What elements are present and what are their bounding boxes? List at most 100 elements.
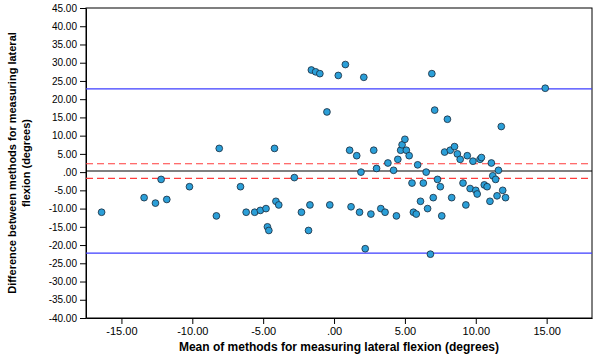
point bbox=[348, 203, 355, 210]
point bbox=[243, 209, 250, 216]
y-tick-label: 45.00 bbox=[52, 3, 77, 14]
point bbox=[438, 212, 445, 219]
point bbox=[152, 200, 159, 207]
x-tick-mark bbox=[405, 318, 406, 324]
y-axis: -40.00-35.00-30.00-25.00-20.00-15.00-10.… bbox=[49, 3, 87, 324]
point bbox=[346, 147, 353, 154]
point bbox=[316, 70, 323, 77]
point bbox=[428, 70, 435, 77]
x-tick-mark bbox=[263, 318, 264, 324]
point bbox=[326, 202, 333, 209]
point bbox=[487, 198, 494, 205]
x-tick: -10.00 bbox=[177, 318, 208, 337]
y-tick: 10.00 bbox=[52, 130, 86, 141]
point bbox=[437, 183, 444, 190]
y-tick-mark bbox=[80, 154, 86, 155]
point bbox=[484, 183, 491, 190]
x-tick-label: -10.00 bbox=[177, 325, 208, 337]
y-tick: 5.00 bbox=[58, 149, 86, 160]
y-tick-label: 15.00 bbox=[52, 112, 77, 123]
point bbox=[360, 74, 367, 81]
y-tick: 40.00 bbox=[52, 21, 86, 32]
point bbox=[216, 145, 223, 152]
point bbox=[457, 156, 464, 163]
x-tick-label: 10.00 bbox=[463, 325, 491, 337]
y-tick: .00 bbox=[63, 167, 86, 178]
data-area bbox=[86, 61, 592, 257]
y-tick-mark bbox=[80, 172, 86, 173]
y-tick-mark bbox=[80, 245, 86, 246]
plot-frame bbox=[86, 8, 592, 318]
y-tick-label: 5.00 bbox=[58, 149, 78, 160]
point bbox=[237, 183, 244, 190]
y-tick: -5.00 bbox=[54, 185, 86, 196]
y-tick-mark bbox=[80, 136, 86, 137]
y-tick-label: .00 bbox=[63, 167, 77, 178]
point bbox=[444, 116, 451, 123]
reference-line bbox=[86, 170, 592, 171]
y-axis-title-line: flexion (degrees) bbox=[20, 119, 32, 207]
x-tick-mark bbox=[121, 318, 122, 324]
y-tick-label: -20.00 bbox=[49, 240, 78, 251]
point bbox=[430, 194, 437, 201]
y-tick-label: -5.00 bbox=[54, 185, 77, 196]
point bbox=[460, 180, 467, 187]
point bbox=[409, 180, 416, 187]
y-tick-mark bbox=[80, 190, 86, 191]
point bbox=[414, 161, 421, 168]
x-tick-mark bbox=[547, 318, 548, 324]
point bbox=[393, 212, 400, 219]
x-tick-mark bbox=[192, 318, 193, 324]
x-axis-line bbox=[87, 318, 593, 319]
x-tick: 15.00 bbox=[533, 318, 561, 337]
x-axis-title: Mean of methods for measuring lateral fl… bbox=[179, 340, 499, 354]
y-tick-mark bbox=[80, 117, 86, 118]
y-tick-label: 10.00 bbox=[52, 130, 77, 141]
y-tick-label: 30.00 bbox=[52, 57, 77, 68]
point bbox=[324, 109, 331, 116]
point bbox=[291, 174, 298, 181]
x-tick: -5.00 bbox=[251, 318, 276, 337]
y-tick: -25.00 bbox=[49, 258, 86, 269]
point bbox=[385, 160, 392, 167]
point bbox=[356, 209, 363, 216]
y-tick: -10.00 bbox=[49, 203, 86, 214]
point bbox=[499, 187, 506, 194]
y-tick-mark bbox=[80, 8, 86, 9]
y-tick-label: 35.00 bbox=[52, 39, 77, 50]
point bbox=[298, 209, 305, 216]
y-tick-label: 25.00 bbox=[52, 76, 77, 87]
point bbox=[368, 211, 375, 218]
point bbox=[390, 167, 397, 174]
reference-line bbox=[86, 88, 592, 89]
point bbox=[335, 72, 342, 79]
y-tick-label: 20.00 bbox=[52, 94, 77, 105]
point bbox=[382, 209, 389, 216]
point bbox=[265, 227, 272, 234]
y-tick-label: -30.00 bbox=[49, 276, 78, 287]
y-tick-mark bbox=[80, 300, 86, 301]
reference-line bbox=[86, 252, 592, 253]
point bbox=[394, 156, 401, 163]
point bbox=[158, 176, 165, 183]
y-tick: -35.00 bbox=[49, 294, 86, 305]
point bbox=[417, 198, 424, 205]
point bbox=[370, 147, 377, 154]
x-tick-label: .00 bbox=[327, 325, 342, 337]
point bbox=[492, 176, 499, 183]
point bbox=[427, 251, 434, 258]
point bbox=[494, 192, 501, 199]
y-tick: 25.00 bbox=[52, 76, 86, 87]
x-tick: 5.00 bbox=[395, 318, 416, 337]
point bbox=[478, 154, 485, 161]
point bbox=[420, 180, 427, 187]
y-tick-mark bbox=[80, 263, 86, 264]
point bbox=[502, 194, 509, 201]
plot: -15.00 -10.00 -5.00 .00 5.00 10.00 15.00 -40.00… bbox=[49, 3, 593, 337]
point bbox=[413, 211, 420, 218]
y-tick-label: -25.00 bbox=[49, 258, 78, 269]
y-tick-label: -40.00 bbox=[49, 313, 78, 324]
x-tick-label: 15.00 bbox=[533, 325, 561, 337]
y-tick-label: -35.00 bbox=[49, 294, 78, 305]
x-tick-label: -15.00 bbox=[106, 325, 137, 337]
